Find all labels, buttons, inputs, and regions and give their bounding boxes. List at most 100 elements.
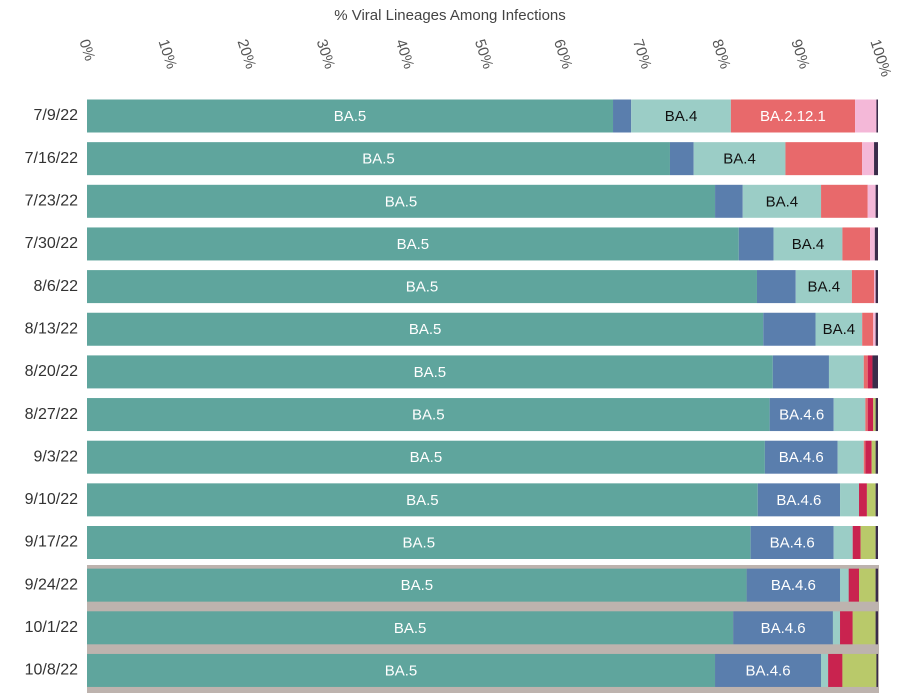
segment-label: BA.4.6 [761, 620, 806, 637]
bar-segment [859, 568, 876, 602]
segment-label: BA.4 [723, 151, 756, 168]
bar-segment [852, 526, 861, 559]
segment-label: BA.5 [385, 662, 418, 679]
bar-segment [746, 568, 841, 602]
segment-label: BA.4.6 [771, 577, 816, 594]
bar-segment [855, 99, 877, 133]
segment-label: BA.5 [334, 108, 367, 125]
bar-segment [842, 653, 877, 687]
bar-segment [772, 355, 829, 389]
bar-segment [693, 142, 786, 176]
y-tick-label: 7/9/22 [34, 107, 79, 124]
segment-label: BA.4 [823, 321, 856, 338]
bar-segment [867, 355, 873, 389]
y-tick-label: 9/17/22 [25, 534, 78, 551]
bar-segment [840, 611, 853, 645]
bar-segment [875, 312, 878, 346]
bar-segment [875, 611, 878, 645]
x-tick-label: 100% [866, 37, 894, 79]
bar-segment [715, 184, 743, 218]
segment-label: BA.2.12.1 [760, 108, 826, 125]
x-tick-label: 90% [787, 37, 812, 71]
x-tick-label: 0% [75, 37, 98, 63]
bar-segment [87, 440, 765, 474]
bar-segment [87, 312, 764, 346]
bar-segment [757, 483, 841, 517]
bar-segment [87, 398, 770, 432]
bar-segment [87, 526, 751, 559]
bar-segment [842, 227, 871, 261]
bar-segment [631, 99, 731, 133]
bar-segment [876, 99, 878, 133]
y-tick-label: 7/16/22 [25, 150, 78, 167]
bar-segment [840, 568, 849, 602]
segment-label: BA.5 [397, 236, 430, 253]
bar-segment [730, 99, 856, 133]
bar-segment [863, 355, 868, 389]
y-tick-label: 9/10/22 [25, 491, 78, 508]
bar-segment [87, 653, 716, 687]
x-tick-label: 60% [550, 37, 575, 71]
bar-segment [876, 653, 878, 687]
bar-segment [795, 270, 852, 304]
bar-segment [860, 526, 876, 559]
segment-label: BA.5 [412, 407, 445, 424]
bar-segment [875, 483, 878, 517]
y-tick-label: 9/24/22 [25, 576, 78, 593]
x-tick-label: 20% [234, 37, 259, 71]
bar-segment [87, 227, 739, 261]
bar-segment [865, 440, 872, 474]
bar-segment [832, 611, 841, 645]
bar-segment [862, 142, 875, 176]
bar-segment [821, 653, 829, 687]
bar-segment [848, 568, 860, 602]
bar-segment [872, 355, 878, 389]
bar-segment [733, 611, 833, 645]
x-tick-label: 80% [708, 37, 733, 71]
x-tick-label: 50% [471, 37, 496, 71]
segment-label: BA.5 [410, 449, 443, 466]
segment-label: BA.5 [403, 534, 436, 551]
bar-segment [874, 270, 876, 304]
bar-segment [873, 398, 876, 432]
segment-label: BA.5 [394, 620, 427, 637]
segment-label: BA.5 [409, 321, 442, 338]
x-tick-label: 10% [155, 37, 180, 71]
y-tick-label: 10/8/22 [25, 662, 78, 679]
bar-segment [815, 312, 863, 346]
bar-segment [87, 142, 670, 176]
bar-segment [875, 526, 878, 559]
bar-segment [865, 398, 868, 432]
bar-segment [863, 440, 866, 474]
bar-segment [867, 184, 876, 218]
bar-segment [859, 483, 867, 517]
segment-label: BA.4 [665, 108, 698, 125]
bar-segment [773, 227, 843, 261]
segment-label: BA.4.6 [770, 534, 815, 551]
segment-label: BA.4 [766, 193, 799, 210]
y-tick-label: 10/1/22 [25, 619, 78, 636]
bar-segment [613, 99, 632, 133]
x-tick-label: 70% [629, 37, 654, 71]
y-tick-label: 7/30/22 [25, 235, 78, 252]
bar-segment [87, 270, 757, 304]
bar-segment [828, 653, 843, 687]
bar-segment [756, 270, 796, 304]
bar-segment [715, 653, 822, 687]
bar-segment [870, 227, 875, 261]
bar-segment [874, 142, 878, 176]
segment-label: BA.5 [406, 492, 439, 509]
segment-label: BA.4.6 [779, 449, 824, 466]
bar-segment [738, 227, 774, 261]
y-tick-label: 8/13/22 [25, 320, 78, 337]
y-tick-label: 8/6/22 [34, 278, 79, 295]
segment-label: BA.5 [414, 364, 447, 381]
bar-segment [669, 142, 694, 176]
bar-segment [750, 526, 834, 559]
bar-segment [837, 440, 864, 474]
segment-label: BA.5 [401, 577, 434, 594]
bar-segment [873, 312, 876, 346]
segment-label: BA.5 [406, 279, 439, 296]
bar-segment [742, 184, 822, 218]
bar-segment [87, 568, 747, 602]
